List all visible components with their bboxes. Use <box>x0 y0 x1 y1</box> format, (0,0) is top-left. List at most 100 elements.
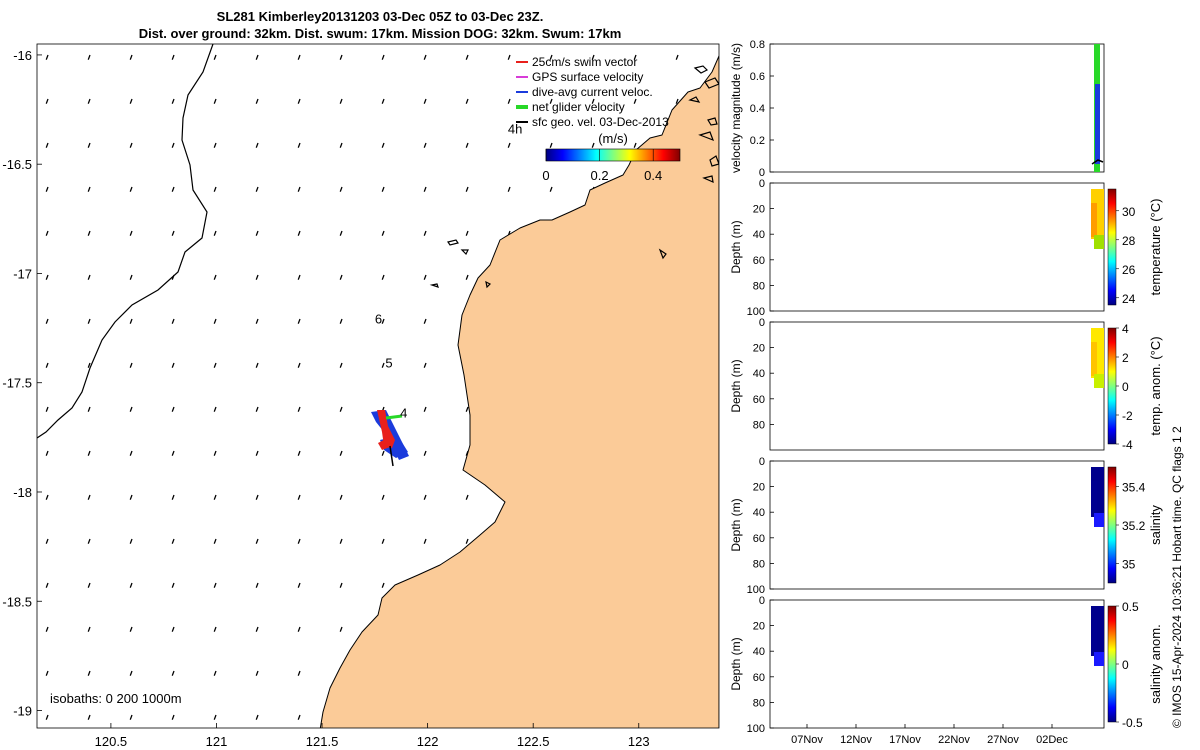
legend-swim-vector: 25cm/s swim vector <box>532 55 637 69</box>
velocity-arrow <box>423 274 427 280</box>
velocity-arrow <box>87 274 91 280</box>
velocity-arrow <box>465 274 469 280</box>
velocity-arrow <box>87 538 91 544</box>
velocity-arrow <box>465 142 469 148</box>
panel-frame <box>769 599 1105 729</box>
velocity-arrow <box>465 98 469 104</box>
velocity-arrow <box>381 186 385 192</box>
velocity-arrow <box>507 54 511 60</box>
velocity-arrow <box>129 494 133 500</box>
panel-y-tick-label: 40 <box>753 229 765 241</box>
velocity-arrow <box>675 98 679 104</box>
panel-frame <box>769 43 1105 173</box>
panel-y-tick-label: 40 <box>753 368 765 380</box>
panel-3: 0 20 40 60 80 Depth (m) -4 -2 0 2 4 temp. anom. (°C… <box>729 317 1163 452</box>
velocity-arrow <box>87 714 91 720</box>
panel-x-tick-label: 12Nov <box>840 734 872 746</box>
velocity-arrow <box>297 714 301 720</box>
velocity-arrow <box>45 538 49 544</box>
velocity-arrow <box>339 318 343 324</box>
velocity-arrow <box>339 274 343 280</box>
legend-dive-avg: dive-avg current veloc. <box>532 85 653 99</box>
velocity-arrow <box>255 450 259 456</box>
velocity-arrow <box>549 54 553 60</box>
panel-y-label: Depth (m) <box>729 498 743 551</box>
track-annotation: 5 <box>385 355 392 370</box>
panel-y-tick-label: 20 <box>753 621 765 633</box>
velocity-arrow <box>171 362 175 368</box>
profile-fill <box>1091 620 1097 654</box>
panel-colorbar-tick-label: 2 <box>1122 351 1129 365</box>
velocity-arrow <box>213 230 217 236</box>
velocity-arrow <box>381 538 385 544</box>
velocity-arrow <box>45 142 49 148</box>
velocity-arrow <box>87 406 91 412</box>
velocity-arrow <box>381 318 385 324</box>
velocity-arrow <box>423 406 427 412</box>
profile-fill <box>1091 203 1097 237</box>
velocity-arrow <box>87 98 91 104</box>
velocity-arrow <box>255 626 259 632</box>
velocity-arrow <box>423 186 427 192</box>
velocity-arrow <box>297 98 301 104</box>
panel-y-tick-label: 60 <box>753 533 765 545</box>
velocity-arrow <box>339 406 343 412</box>
velocity-arrow <box>549 186 553 192</box>
velocity-arrow <box>45 582 49 588</box>
velocity-arrow <box>339 626 343 632</box>
map-x-tick-label: 121.5 <box>306 734 339 749</box>
velocity-arrow <box>465 186 469 192</box>
velocity-arrow <box>339 98 343 104</box>
velocity-arrow <box>213 274 217 280</box>
velocity-arrow <box>171 582 175 588</box>
velocity-arrow <box>45 98 49 104</box>
panel-colorbar-tick-label: 4 <box>1122 322 1129 336</box>
velocity-arrow <box>339 54 343 60</box>
map-x-tick-label: 122 <box>417 734 439 749</box>
velocity-arrow <box>255 142 259 148</box>
panel-colorbar <box>1107 466 1117 584</box>
panel-colorbar-tick-label: 24 <box>1122 292 1136 306</box>
velocity-arrow <box>171 626 175 632</box>
panel-y-tick-label: 40 <box>753 507 765 519</box>
panel-y-tick-label: 0.2 <box>750 135 765 147</box>
panel-y-label: Depth (m) <box>729 637 743 690</box>
velocity-arrow <box>255 230 259 236</box>
colorbar-tick-label: 0 <box>542 168 549 183</box>
panel-y-tick-label: 100 <box>747 584 765 596</box>
velocity-arrow <box>423 230 427 236</box>
velocity-sfc-trace <box>1091 159 1104 165</box>
panel-colorbar-tick-label: 35.4 <box>1122 480 1146 494</box>
panel-5: 0 20 40 60 80 100 Depth (m) -0.5 0 0.5 salinity an… <box>729 595 1163 746</box>
map-y-tick-label: -16.5 <box>2 157 32 172</box>
velocity-arrow <box>549 142 553 148</box>
panel-y-tick-label: 40 <box>753 646 765 658</box>
velocity-arrow <box>87 54 91 60</box>
panel-colorbar-label: temp. anom. (°C) <box>1148 336 1163 435</box>
velocity-arrow <box>45 362 49 368</box>
velocity-arrow <box>297 582 301 588</box>
velocity-arrow <box>129 142 133 148</box>
panel-colorbar-tick-label: -0.5 <box>1122 716 1143 730</box>
panel-y-label: velocity magnitude (m/s) <box>729 43 743 173</box>
velocity-arrow <box>381 494 385 500</box>
panel-colorbar-tick-label: 35.2 <box>1122 519 1146 533</box>
velocity-arrow <box>255 98 259 104</box>
velocity-arrow <box>633 142 637 148</box>
velocity-arrow <box>381 230 385 236</box>
map-x-tick-label: 122.5 <box>517 734 550 749</box>
velocity-arrow <box>213 54 217 60</box>
panel-colorbar-tick-label: 30 <box>1122 205 1136 219</box>
map-y-tick-label: -18.5 <box>2 594 32 609</box>
velocity-arrow <box>171 406 175 412</box>
velocity-arrow <box>213 714 217 720</box>
velocity-arrow <box>297 494 301 500</box>
velocity-arrow <box>87 142 91 148</box>
velocity-arrow <box>45 626 49 632</box>
panel-y-tick-label: 0.8 <box>750 39 765 51</box>
velocity-arrow <box>87 318 91 324</box>
map-y-tick-label: -17.5 <box>2 376 32 391</box>
panel-frame <box>769 321 1105 451</box>
velocity-arrow <box>45 494 49 500</box>
velocity-arrow <box>381 274 385 280</box>
